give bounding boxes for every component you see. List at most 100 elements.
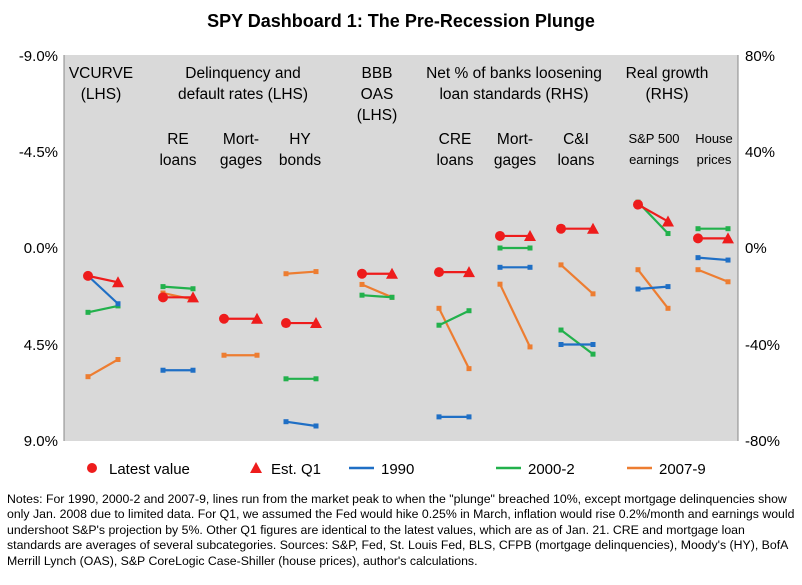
- est-q1-point: [587, 222, 599, 234]
- category-header-line: loans: [557, 152, 594, 169]
- series-2000-2-point: [725, 226, 731, 232]
- chart-title: SPY Dashboard 1: The Pre-Recession Plung…: [207, 11, 595, 31]
- est-q1-point: [112, 276, 124, 288]
- series-2007-9-line: [560, 264, 594, 295]
- group-header-line: default rates (LHS): [178, 86, 308, 103]
- series-2000-2-point: [466, 308, 472, 314]
- rhs-tick-label: -80%: [745, 433, 780, 450]
- series-2000-2-line: [361, 294, 393, 299]
- series-1990-point: [466, 414, 472, 420]
- series-1990-point: [497, 264, 503, 270]
- plot-area: [64, 55, 738, 441]
- series-2007-9-line: [438, 307, 470, 370]
- series-2000-2-point: [665, 231, 671, 237]
- series-2000-2-line: [438, 309, 470, 327]
- latest-value-point: [83, 270, 93, 281]
- series-2007-9-line: [87, 358, 119, 378]
- category-header-line: Mort-: [497, 131, 533, 148]
- lhs-axis: -9.0% -4.5% 0.0% 4.5% 9.0%: [19, 48, 58, 450]
- series-1990-point: [160, 367, 166, 373]
- series-2007-9-point: [527, 344, 533, 350]
- series-2007-9-point: [436, 305, 442, 311]
- latest-value-point: [357, 268, 367, 279]
- lhs-tick-label: 4.5%: [24, 337, 58, 354]
- legend-label-2000: 2000-2: [528, 461, 575, 478]
- series-1990-point: [115, 301, 121, 307]
- series-1990-point: [558, 342, 564, 347]
- est-q1-point: [386, 267, 398, 279]
- series-1990-point: [283, 419, 289, 425]
- series-2007-9-point: [359, 281, 365, 287]
- lhs-tick-label: 0.0%: [24, 240, 58, 257]
- est-q1-point: [463, 266, 475, 278]
- est-q1-point: [524, 229, 536, 241]
- series-2007-9-point: [635, 267, 641, 273]
- series-2000-2-point: [283, 376, 289, 382]
- series-2007-9-point: [590, 291, 596, 297]
- series-2000-2-point: [527, 245, 533, 251]
- series-layer: [83, 199, 734, 429]
- category-header-line: CRE: [439, 131, 472, 148]
- category-header-line: bonds: [279, 152, 321, 169]
- series-2000-2-point: [436, 322, 442, 328]
- category-header-line: RE: [167, 131, 189, 148]
- series-2007-9-point: [313, 269, 319, 275]
- series-2007-9-line: [285, 270, 317, 275]
- series-1990-point: [665, 284, 671, 290]
- legend: Latest value Est. Q1 1990 2000-2 2007-9: [87, 461, 706, 478]
- latest-value-point: [633, 199, 643, 210]
- series-2000-2-point: [389, 294, 395, 300]
- rhs-tick-label: 40%: [745, 144, 775, 161]
- latest-value-point: [158, 292, 168, 303]
- category-header-line: loans: [436, 152, 473, 169]
- group-header-line: (LHS): [357, 107, 397, 124]
- series-1990-point: [190, 367, 196, 373]
- category-header-line: House: [695, 131, 733, 146]
- series-2007-9-line: [499, 283, 531, 348]
- group-headers: VCURVE (LHS) Delinquency and default rates …: [69, 65, 709, 124]
- lhs-tick-label: -4.5%: [19, 144, 58, 161]
- series-2007-9-point: [665, 305, 671, 311]
- group-header-line: Net % of banks loosening: [426, 65, 602, 82]
- series-2007-9-point: [85, 374, 91, 380]
- group-header-line: BBB: [361, 65, 392, 82]
- latest-value-point: [219, 313, 229, 324]
- category-header-line: gages: [220, 152, 262, 169]
- latest-to-q1-line: [87, 274, 119, 284]
- group-header-line: (RHS): [645, 86, 688, 103]
- series-2000-2-point: [160, 284, 166, 290]
- series-2000-2-point: [190, 286, 196, 292]
- chart-notes: Notes: For 1990, 2000-2 and 2007-9, line…: [7, 492, 795, 568]
- series-2007-9-point: [558, 262, 564, 268]
- category-header-line: HY: [289, 131, 311, 148]
- series-2007-9-point: [254, 352, 260, 358]
- lhs-tick-label: 9.0%: [24, 433, 58, 450]
- category-header-line: prices: [697, 152, 732, 167]
- series-2000-2-point: [695, 226, 701, 232]
- latest-value-point: [693, 233, 703, 244]
- rhs-tick-label: 0%: [745, 240, 767, 257]
- latest-value-point: [556, 223, 566, 234]
- est-q1-point: [310, 317, 322, 329]
- est-q1-point: [722, 232, 734, 244]
- latest-value-point: [281, 318, 291, 329]
- legend-label-2007: 2007-9: [659, 461, 706, 478]
- est-q1-point: [251, 312, 263, 324]
- series-2007-9-point: [497, 281, 503, 287]
- category-headers: RE loans Mort-gages HY bonds CRE loans Mort-gag…: [159, 131, 732, 169]
- series-2007-9-line: [637, 269, 669, 309]
- series-2000-2-line: [87, 304, 119, 314]
- category-header-line: C&I: [563, 131, 589, 148]
- series-2007-9-point: [221, 352, 227, 358]
- latest-value-point: [434, 267, 444, 278]
- series-1990-point: [313, 423, 319, 429]
- series-2007-9-point: [725, 279, 731, 285]
- rhs-tick-label: 80%: [745, 48, 775, 65]
- est-q1-point: [187, 291, 199, 303]
- category-header-line: Mort-: [223, 131, 259, 148]
- group-header-line: OAS: [361, 86, 394, 103]
- series-1990-point: [527, 264, 533, 270]
- legend-marker-latest: [87, 463, 97, 473]
- series-1990-line: [697, 256, 729, 262]
- category-header-line: loans: [159, 152, 196, 169]
